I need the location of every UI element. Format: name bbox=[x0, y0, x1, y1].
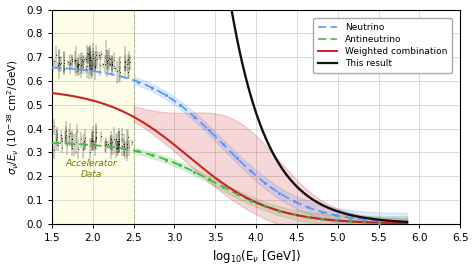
Y-axis label: $\sigma_\nu/E_\nu$ (10$^{-38}$ cm$^2$/GeV): $\sigma_\nu/E_\nu$ (10$^{-38}$ cm$^2$/Ge… bbox=[6, 59, 21, 175]
Legend: Neutrino, Antineutrino, Weighted combination, This result: Neutrino, Antineutrino, Weighted combina… bbox=[313, 18, 452, 73]
Text: Accelerator
Data: Accelerator Data bbox=[65, 159, 117, 179]
X-axis label: log$_{10}$(E$_\nu$ [GeV]): log$_{10}$(E$_\nu$ [GeV]) bbox=[212, 249, 301, 265]
Bar bbox=[52, 9, 134, 224]
